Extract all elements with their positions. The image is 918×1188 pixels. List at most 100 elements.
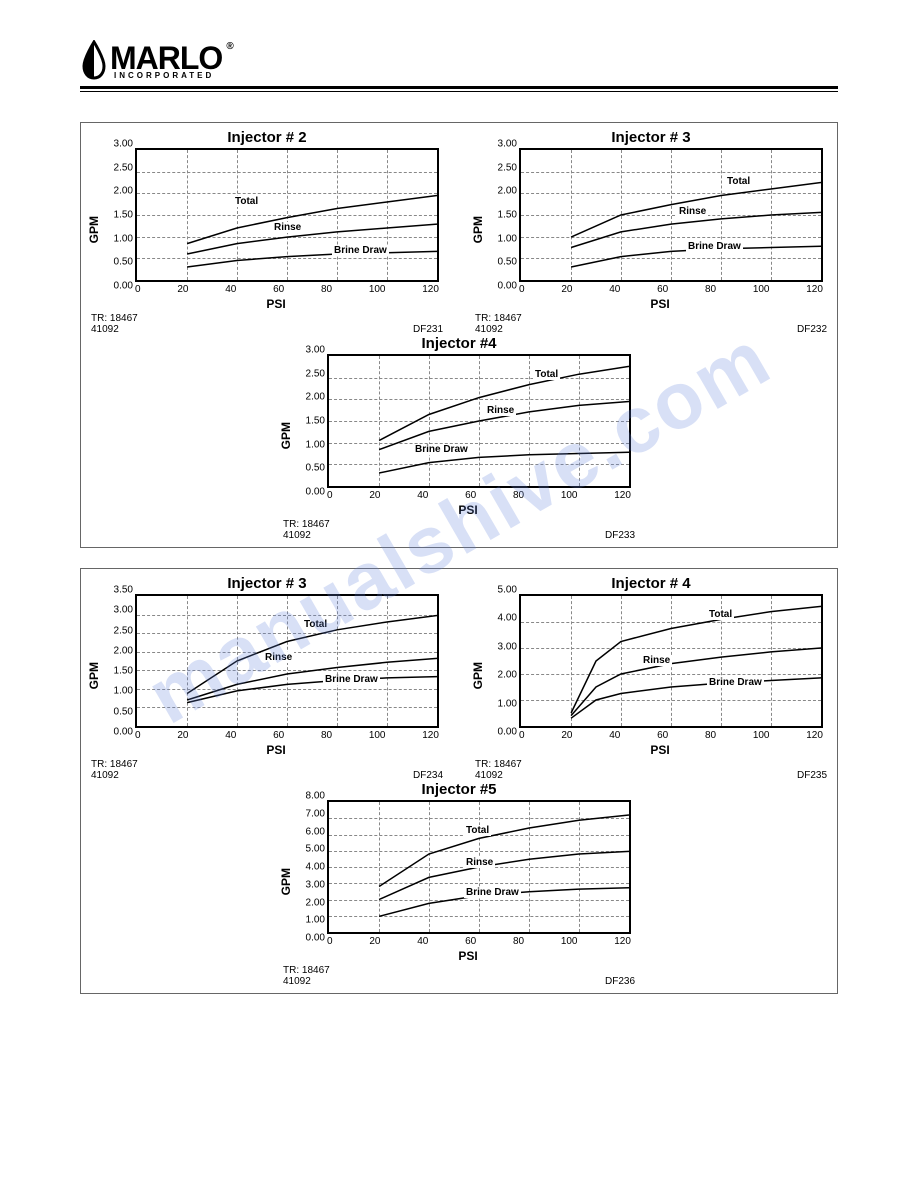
y-tick: 7.00 <box>306 808 325 819</box>
y-axis-label: GPM <box>87 216 101 243</box>
x-tick: 20 <box>177 284 188 295</box>
y-tick: 4.00 <box>498 613 517 624</box>
y-tick: 1.50 <box>498 210 517 221</box>
y-tick: 2.50 <box>114 625 133 636</box>
y-tick: 0.00 <box>306 933 325 944</box>
y-tick: 1.50 <box>114 666 133 677</box>
y-tick: 2.00 <box>306 897 325 908</box>
y-tick: 1.00 <box>114 686 133 697</box>
x-tick: 40 <box>225 730 236 741</box>
y-tick: 0.50 <box>498 257 517 268</box>
series-label: Total <box>707 609 734 620</box>
x-tick: 0 <box>519 730 525 741</box>
chart: Injector # 2GPM0.000.501.001.502.002.503… <box>87 129 447 335</box>
chart-footer-left: TR: 1846741092 <box>475 313 522 335</box>
series-label: Rinse <box>272 222 303 233</box>
chart-footer-right: DF236 <box>605 976 635 987</box>
y-tick: 2.00 <box>498 670 517 681</box>
y-tick: 0.00 <box>306 487 325 498</box>
chart: Injector # 3GPM0.000.501.001.502.002.503… <box>471 129 831 335</box>
x-tick: 0 <box>327 490 333 501</box>
x-tick: 80 <box>321 284 332 295</box>
y-tick: 6.00 <box>306 826 325 837</box>
y-tick: 1.00 <box>306 915 325 926</box>
x-axis-label: PSI <box>105 743 447 757</box>
y-tick: 1.00 <box>498 233 517 244</box>
chart-footer-right: DF231 <box>413 324 443 335</box>
x-tick: 20 <box>561 284 572 295</box>
x-tick: 100 <box>561 490 578 501</box>
chart-title: Injector #4 <box>279 335 639 352</box>
y-tick: 0.50 <box>114 257 133 268</box>
y-tick: 2.50 <box>498 162 517 173</box>
series-label: Brine Draw <box>464 887 521 898</box>
chart-title: Injector # 3 <box>471 129 831 146</box>
y-axis-label: GPM <box>279 868 293 895</box>
y-tick: 1.50 <box>114 210 133 221</box>
chart-panel: Injector # 2GPM0.000.501.001.502.002.503… <box>80 122 838 548</box>
y-tick: 5.00 <box>498 585 517 596</box>
chart-title: Injector # 3 <box>87 575 447 592</box>
y-tick: 1.50 <box>306 416 325 427</box>
series-label: Brine Draw <box>332 245 389 256</box>
x-tick: 0 <box>135 284 141 295</box>
x-tick: 100 <box>753 730 770 741</box>
plot-area: 0.001.002.003.004.005.006.007.008.00Tota… <box>327 800 631 934</box>
x-tick: 120 <box>422 284 439 295</box>
series-label: Brine Draw <box>413 444 470 455</box>
chart-panel: Injector # 3 GPM 0.00 0.50 1.00 1.50 2.00 2.50 3… <box>80 568 838 994</box>
series-label: Rinse <box>485 405 516 416</box>
x-tick: 40 <box>225 284 236 295</box>
y-axis-label: GPM <box>471 662 485 689</box>
x-tick: 60 <box>273 730 284 741</box>
chart: Injector #5GPM0.001.002.003.004.005.006.… <box>279 781 639 987</box>
series-label: Brine Draw <box>707 677 764 688</box>
chart: Injector #4GPM0.000.501.001.502.002.503.… <box>279 335 639 541</box>
y-tick: 3.00 <box>114 605 133 616</box>
x-tick: 40 <box>609 284 620 295</box>
chart-footer-left: TR: 1846741092 <box>91 313 138 335</box>
series-label: Total <box>725 176 752 187</box>
chart-footer-left: TR: 1846741092 <box>283 519 330 541</box>
y-tick: 3.00 <box>498 641 517 652</box>
x-tick: 20 <box>177 730 188 741</box>
series-label: Total <box>233 196 260 207</box>
chart-footer-left: TR: 1846741092 <box>475 759 522 781</box>
y-axis-label: GPM <box>471 216 485 243</box>
x-tick: 120 <box>422 730 439 741</box>
x-axis-label: PSI <box>297 503 639 517</box>
series-label: Rinse <box>641 655 672 666</box>
x-tick: 0 <box>135 730 141 741</box>
x-tick: 120 <box>806 730 823 741</box>
y-tick: 4.00 <box>306 862 325 873</box>
chart: Injector # 4GPM0.001.002.003.004.005.00T… <box>471 575 831 781</box>
chart: Injector # 3GPM0.000.501.001.502.002.503… <box>87 575 447 781</box>
y-tick: 0.50 <box>306 463 325 474</box>
y-tick: 2.50 <box>306 368 325 379</box>
y-tick: 1.00 <box>306 439 325 450</box>
header-rule <box>80 86 838 92</box>
x-tick: 80 <box>321 730 332 741</box>
x-tick: 120 <box>614 936 631 947</box>
logo: MARLO® INCORPORATED <box>80 40 838 80</box>
x-axis-label: PSI <box>489 743 831 757</box>
x-tick: 60 <box>657 730 668 741</box>
y-tick: 2.50 <box>114 162 133 173</box>
series-label: Brine Draw <box>686 241 743 252</box>
x-tick: 100 <box>369 730 386 741</box>
y-tick: 3.50 <box>114 585 133 596</box>
chart-footer-right: DF233 <box>605 530 635 541</box>
chart-title: Injector # 4 <box>471 575 831 592</box>
y-tick: 0.50 <box>114 706 133 717</box>
x-tick: 40 <box>417 490 428 501</box>
chart-footer-left: TR: 1846741092 <box>283 965 330 987</box>
series-label: Rinse <box>464 857 495 868</box>
x-tick: 100 <box>369 284 386 295</box>
y-tick: 3.00 <box>498 139 517 150</box>
x-tick: 0 <box>327 936 333 947</box>
series-label: Total <box>533 369 560 380</box>
y-tick: 5.00 <box>306 844 325 855</box>
x-tick: 40 <box>417 936 428 947</box>
y-tick: 2.00 <box>114 186 133 197</box>
plot-area: 0.000.501.001.502.002.503.00TotalRinseBr… <box>135 148 439 282</box>
